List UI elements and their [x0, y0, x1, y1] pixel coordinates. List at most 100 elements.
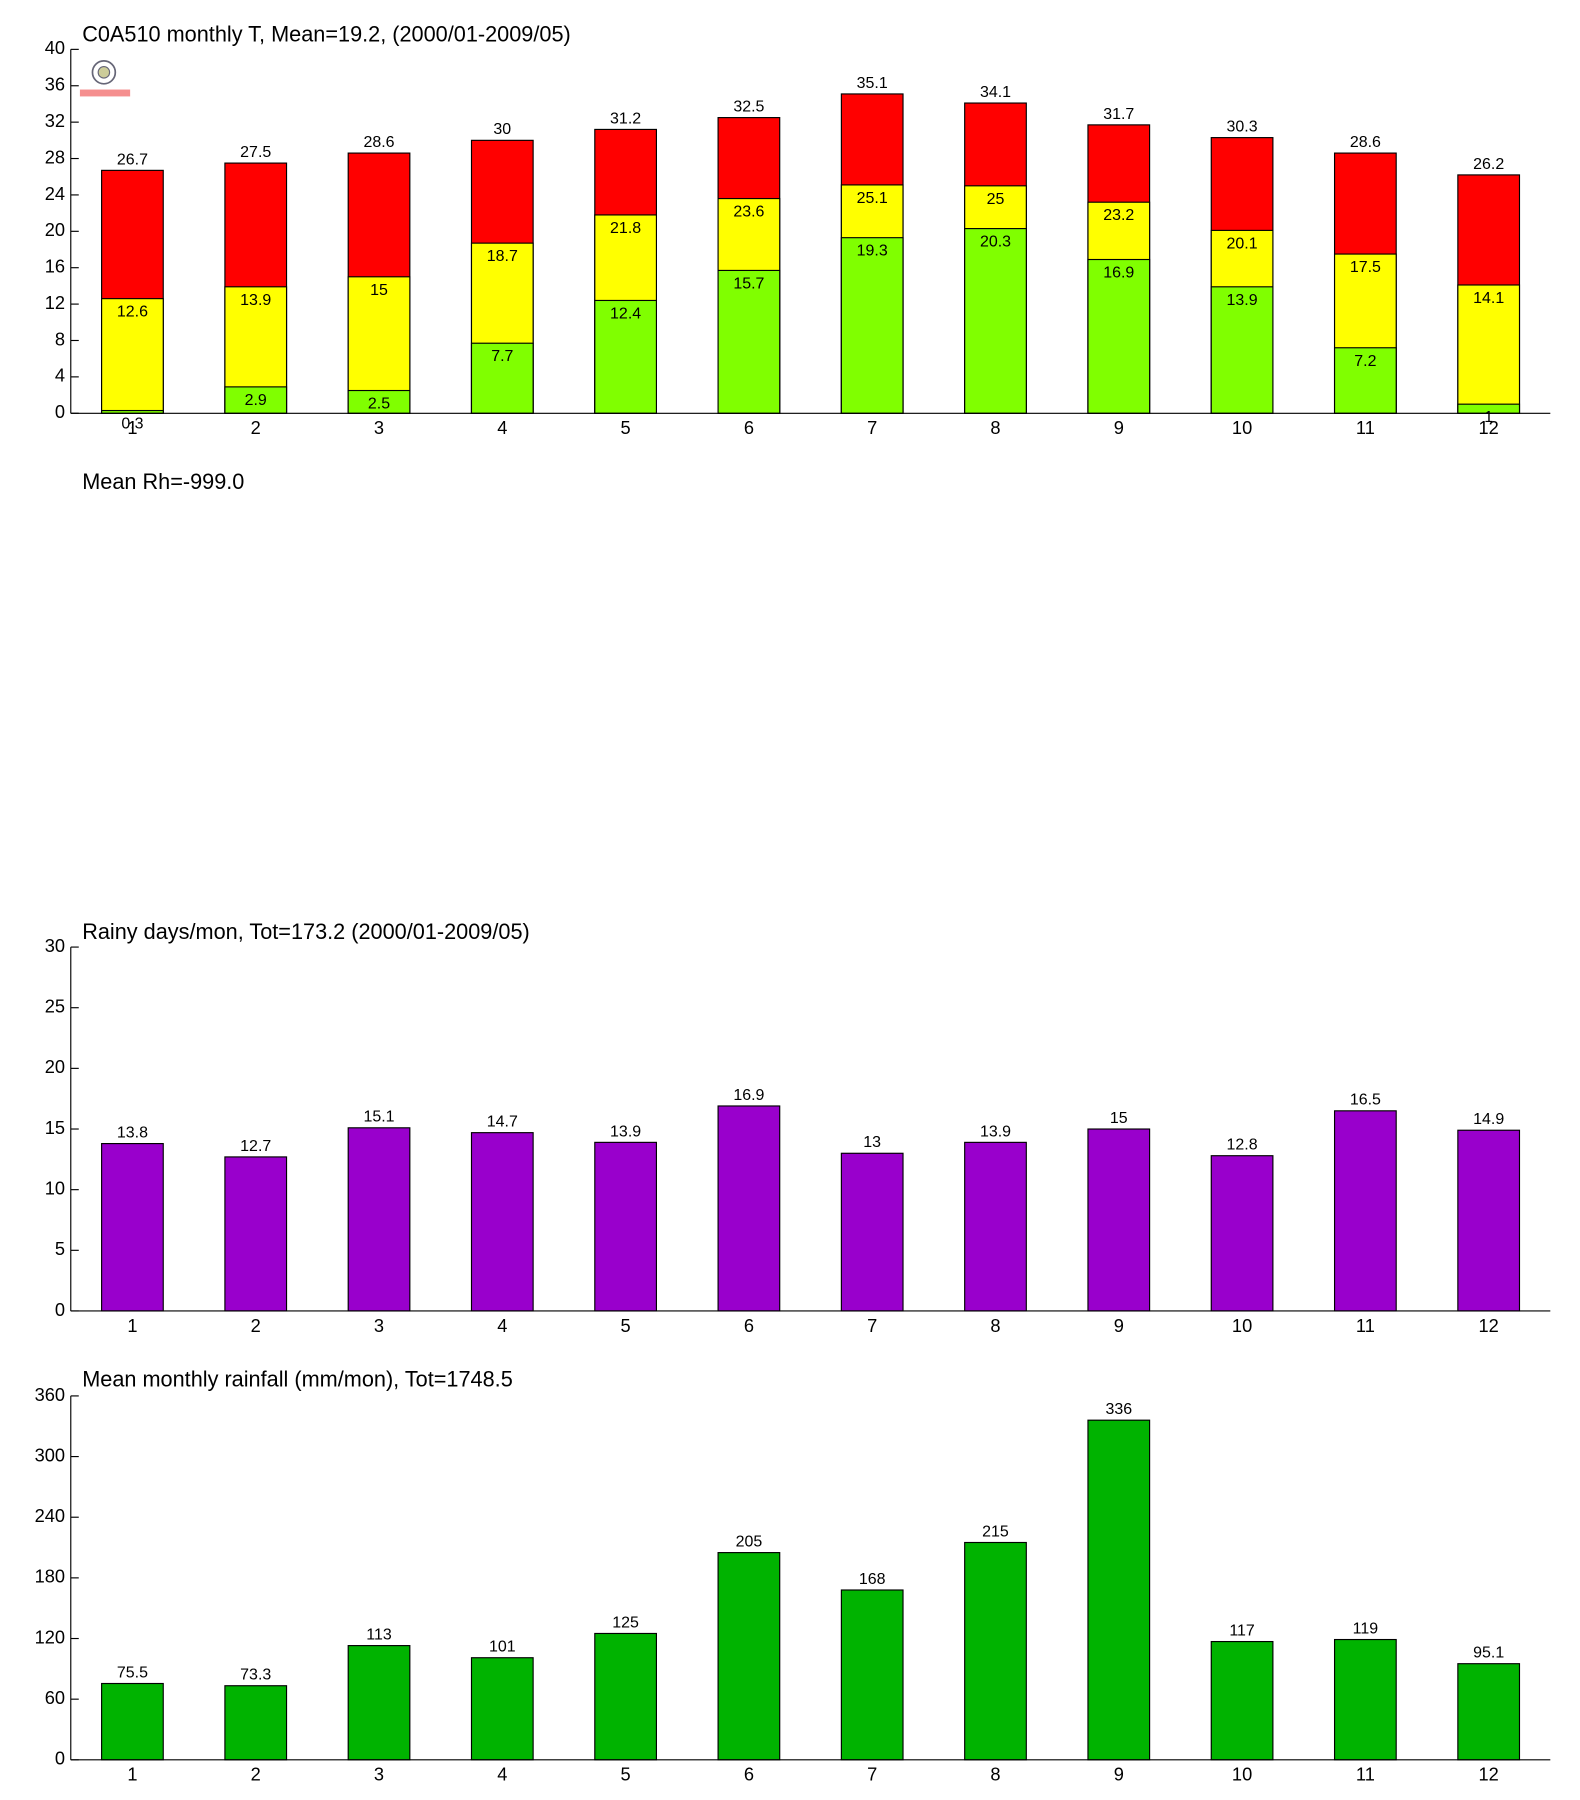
y-tick-label: 30 — [45, 935, 65, 956]
x-tick-label: 5 — [621, 1315, 631, 1336]
value-label: 1 — [1484, 408, 1493, 426]
x-tick-label: 6 — [744, 417, 754, 438]
value-label: 12.6 — [117, 303, 148, 321]
bar — [1333, 1638, 1397, 1761]
x-tick-label: 7 — [867, 1315, 877, 1336]
y-tick-label: 15 — [45, 1117, 65, 1138]
y-tick-label: 16 — [45, 256, 65, 277]
bar — [1457, 1129, 1521, 1312]
bar — [594, 299, 658, 414]
value-label: 20.3 — [980, 233, 1011, 251]
bar — [1087, 258, 1151, 414]
y-tick-label: 32 — [45, 110, 65, 131]
value-label: 15 — [1110, 1109, 1128, 1127]
logo — [79, 59, 131, 97]
value-label: 23.2 — [1103, 206, 1134, 224]
x-tick-label: 8 — [990, 417, 1000, 438]
bar — [101, 1682, 164, 1761]
value-label: 117 — [1229, 1621, 1255, 1639]
value-label: 18.7 — [487, 247, 518, 265]
x-tick-label: 2 — [251, 417, 261, 438]
value-label: 12.8 — [1227, 1136, 1258, 1154]
bar — [1210, 1640, 1274, 1761]
value-label: 119 — [1353, 1619, 1379, 1637]
value-label: 7.7 — [491, 347, 513, 365]
value-label: 34.1 — [980, 83, 1011, 101]
value-label: 13.9 — [240, 291, 271, 309]
value-label: 12.7 — [240, 1137, 271, 1155]
bar — [470, 1132, 534, 1312]
value-label: 13.9 — [1227, 291, 1258, 309]
y-tick-label: 12 — [45, 292, 65, 313]
value-label: 16.9 — [1103, 263, 1134, 281]
x-tick-label: 11 — [1356, 1764, 1375, 1785]
y-tick-label: 25 — [45, 996, 65, 1017]
value-label: 14.1 — [1473, 289, 1504, 307]
value-label: 30.3 — [1227, 117, 1258, 135]
y-tick-label: 0 — [55, 1748, 65, 1769]
bar — [224, 1156, 288, 1312]
value-label: 30 — [493, 120, 511, 138]
x-tick-label: 8 — [990, 1315, 1000, 1336]
value-label: 31.2 — [610, 109, 641, 127]
y-tick-label: 36 — [45, 74, 65, 95]
bar — [1210, 286, 1274, 414]
x-tick-label: 12 — [1479, 1315, 1499, 1336]
x-tick-label: 3 — [374, 1315, 384, 1336]
x-tick-label: 3 — [374, 1764, 384, 1785]
bar — [1457, 1663, 1521, 1761]
x-tick-label: 1 — [127, 1764, 137, 1785]
bar — [964, 1541, 1027, 1761]
x-tick-label: 1 — [127, 417, 137, 438]
value-label: 12.4 — [610, 304, 641, 322]
x-tick-label: 4 — [497, 1315, 507, 1336]
chart-title: Mean monthly rainfall (mm/mon), Tot=1748… — [82, 1367, 513, 1392]
x-tick-label: 3 — [374, 417, 384, 438]
value-label: 21.8 — [610, 219, 641, 237]
value-label: 168 — [859, 1570, 886, 1588]
value-label: 26.2 — [1473, 155, 1504, 173]
value-label: 73.3 — [240, 1666, 271, 1684]
x-tick-label: 10 — [1232, 417, 1252, 438]
x-tick-label: 12 — [1479, 417, 1499, 438]
value-label: 75.5 — [117, 1663, 148, 1681]
y-tick-label: 24 — [45, 183, 65, 204]
value-label: 0.3 — [121, 415, 143, 433]
value-label: 215 — [982, 1522, 1009, 1540]
bar — [964, 1141, 1027, 1312]
bar — [347, 1645, 411, 1761]
value-label: 13.9 — [610, 1122, 641, 1140]
y-tick-label: 0 — [55, 1299, 65, 1320]
value-label: 27.5 — [240, 143, 271, 161]
value-label: 336 — [1105, 1400, 1132, 1418]
y-tick-label: 300 — [35, 1444, 65, 1465]
x-tick-label: 4 — [497, 417, 507, 438]
value-label: 32.5 — [733, 97, 764, 115]
value-label: 28.6 — [1350, 133, 1381, 151]
bar — [717, 269, 781, 414]
value-label: 28.6 — [363, 133, 394, 151]
chart-title: C0A510 monthly T, Mean=19.2, (2000/01-20… — [82, 21, 571, 46]
x-tick-label: 1 — [127, 1315, 137, 1336]
value-label: 25 — [987, 190, 1005, 208]
bar — [717, 1105, 781, 1312]
x-tick-label: 9 — [1114, 417, 1124, 438]
y-tick-label: 360 — [35, 1384, 65, 1405]
x-tick-label: 10 — [1232, 1764, 1252, 1785]
y-tick-label: 240 — [35, 1505, 65, 1526]
value-label: 31.7 — [1103, 105, 1134, 123]
x-tick-label: 12 — [1479, 1764, 1499, 1785]
bar — [840, 237, 904, 414]
value-label: 2.9 — [245, 391, 267, 409]
bar — [470, 342, 534, 414]
y-tick-label: 180 — [35, 1566, 65, 1587]
value-label: 20.1 — [1227, 234, 1258, 252]
bar — [1457, 284, 1521, 414]
bar — [1087, 1419, 1151, 1761]
y-tick-label: 10 — [45, 1177, 65, 1198]
bar — [1087, 1128, 1151, 1312]
value-label: 19.3 — [857, 242, 888, 260]
y-tick-label: 4 — [55, 365, 65, 386]
